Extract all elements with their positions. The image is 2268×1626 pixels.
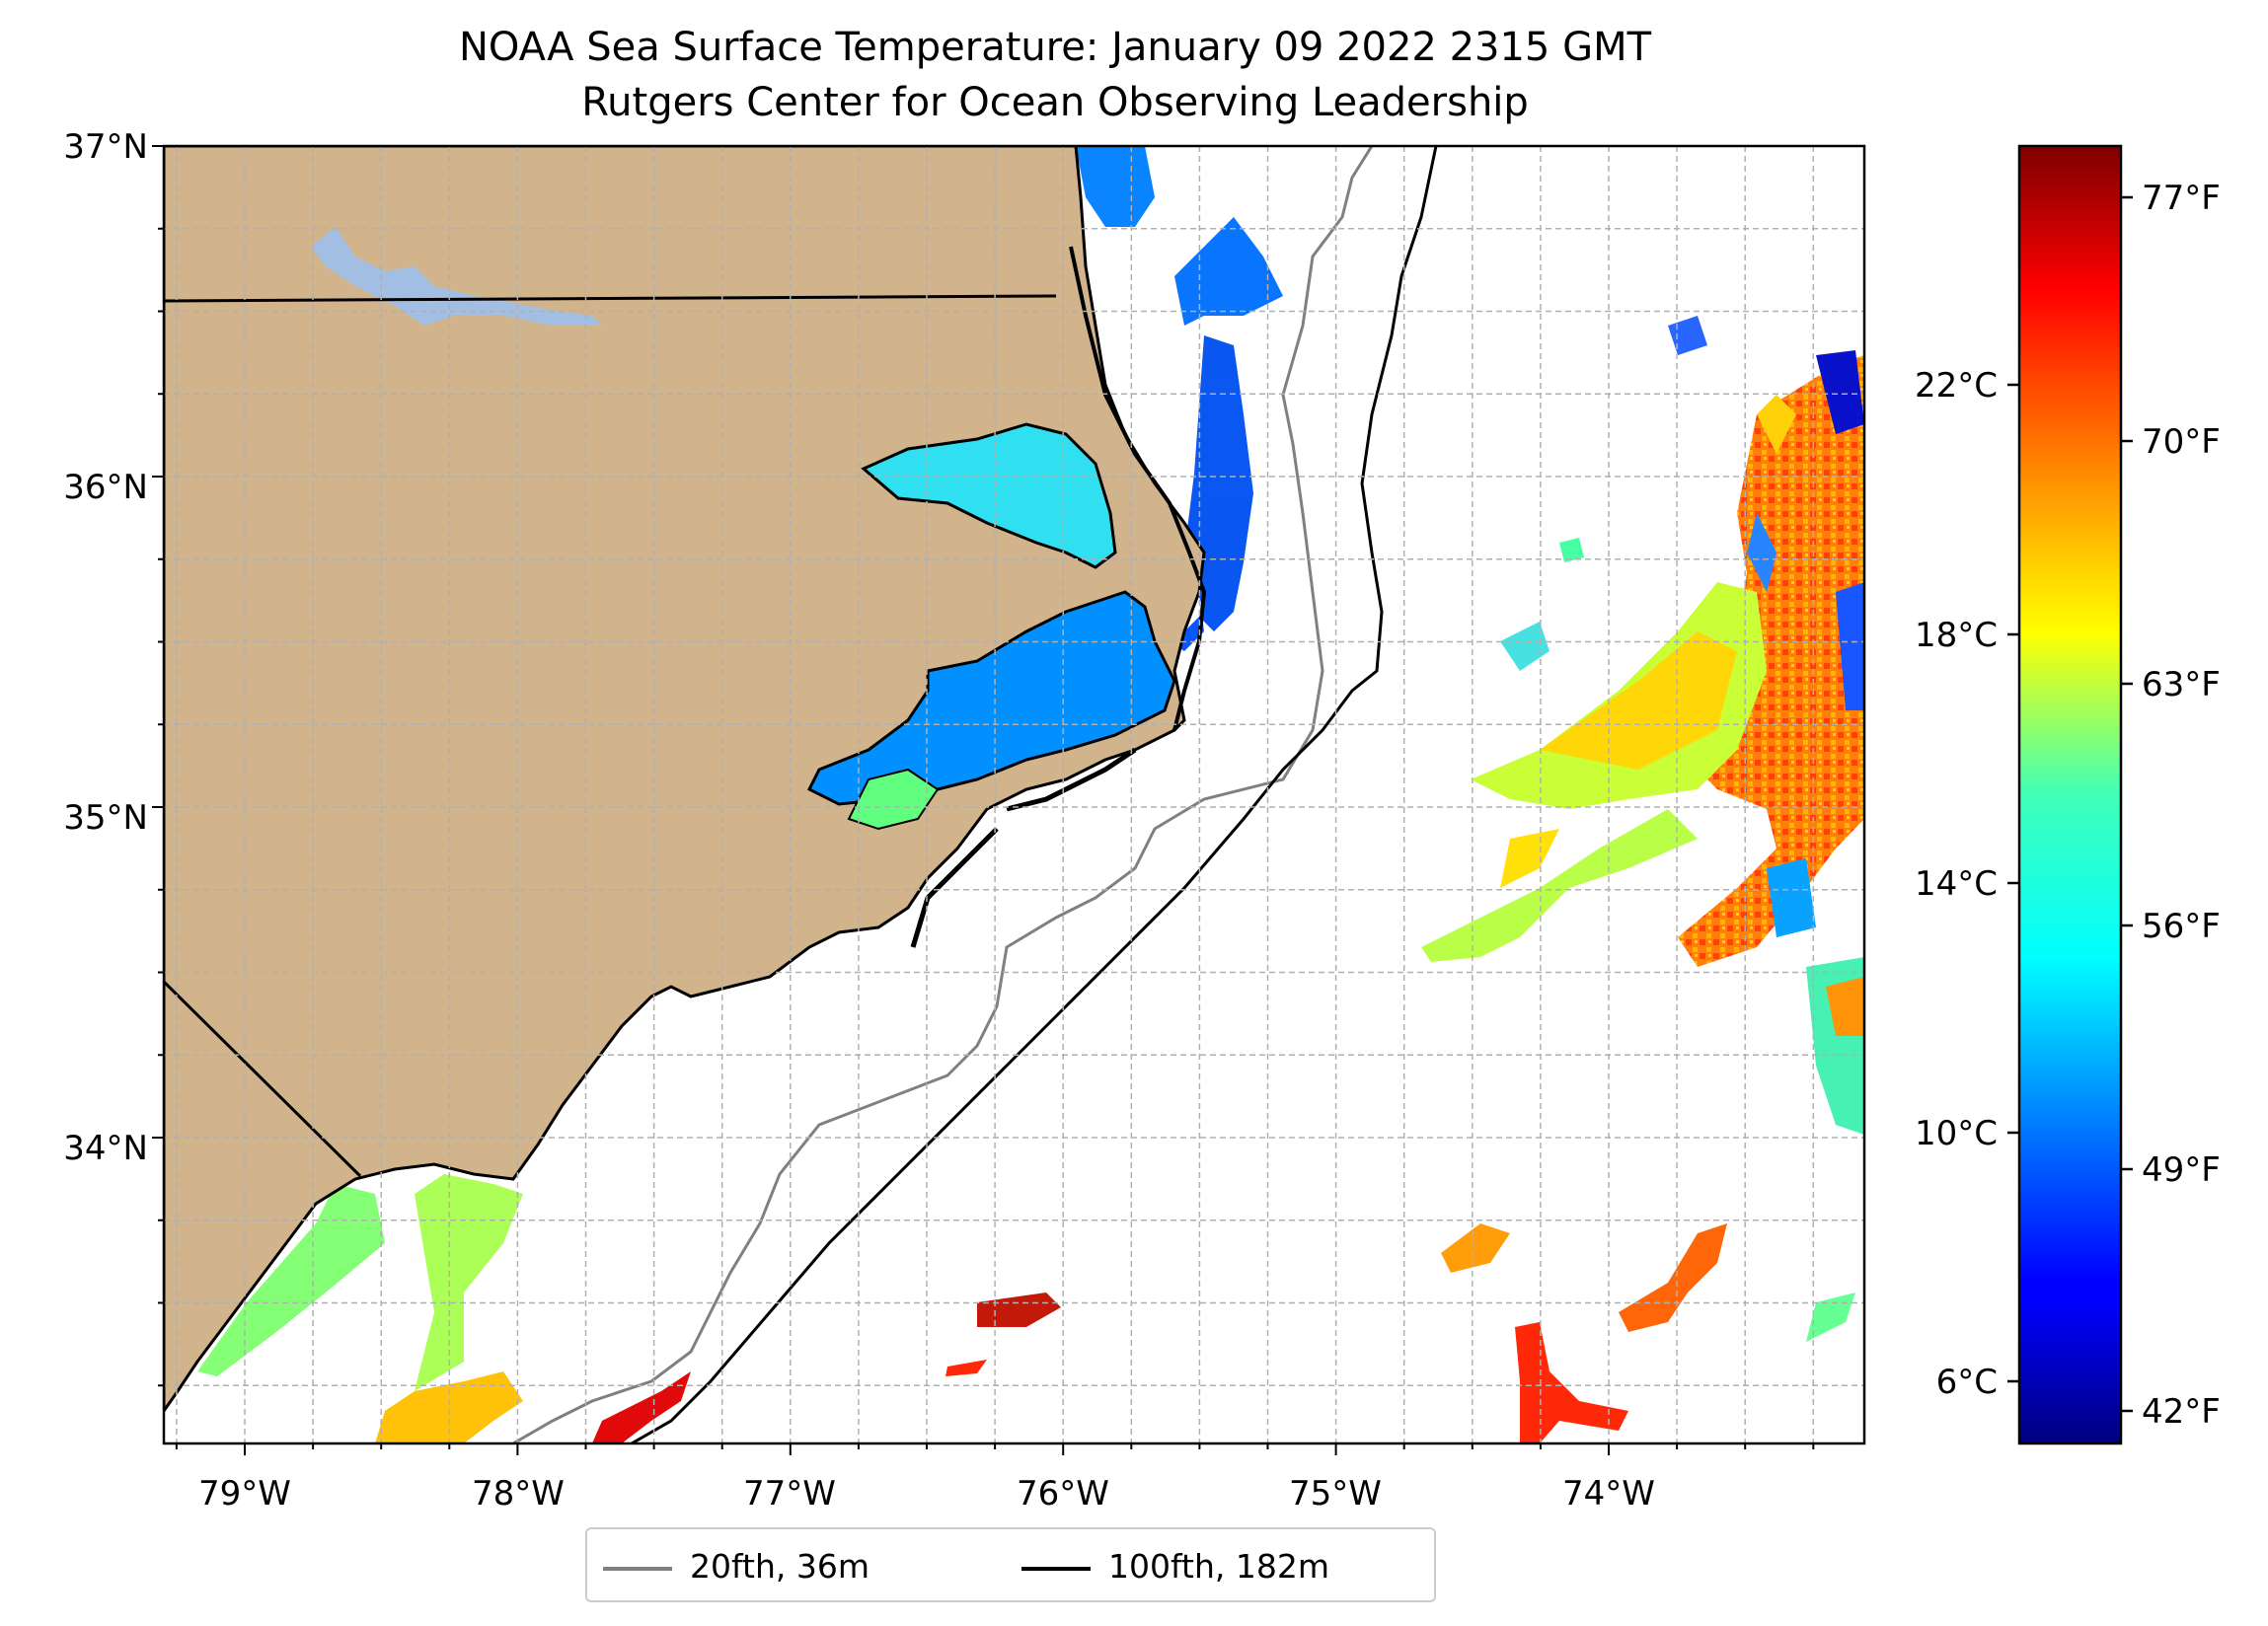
albemarle-sound-water [861,422,1117,569]
warm-patch-3 [1441,1223,1510,1273]
map-frame [162,144,1866,1445]
warm-patch [1757,395,1796,454]
cool-patch [1836,582,1864,710]
cool-patch-4 [1767,858,1816,937]
isobath-legend: 20fth, 36m 100fth, 182m [585,1527,1436,1602]
lat-label-36n: 36°N [63,468,148,507]
pamlico-sound-water [806,590,1176,806]
warm-patch-6 [977,1293,1061,1327]
legend-label-100fth: 100fth, 182m [1108,1547,1329,1586]
nc-va-border [164,294,1057,303]
cool-patch-2 [1747,513,1777,592]
lon-label-78w: 78°W [472,1474,565,1514]
legend-swatch-20fth [603,1567,672,1571]
colorbar-fahrenheit-label: 42°F [2142,1392,2221,1432]
lon-label-74w: 74°W [1562,1474,1655,1514]
kerr-lake [311,227,602,326]
legend-label-20fth: 20fth, 36m [690,1547,869,1586]
mid-temp-patch-2 [1540,631,1737,770]
lon-label-79w: 79°W [198,1474,291,1514]
colorbar-gradient [2017,144,2123,1445]
legend-swatch-100fth [1021,1567,1091,1571]
small-patch-2 [1559,538,1584,562]
coastal-plume [197,1184,385,1376]
warm-patch-7 [945,1360,987,1376]
colorbar: 22°C 18°C 14°C 10°C 6°C 77°F 70°F 63°F 5… [1915,144,2221,1445]
cool-patch-6 [1668,316,1707,355]
mid-temp-patch-4 [1500,829,1559,888]
colorbar-fahrenheit-label: 77°F [2142,179,2221,218]
map-axes: 37°N 36°N 35°N 34°N 79°W 78°W 77°W 76°W … [63,127,1866,1514]
lon-label-75w: 75°W [1289,1474,1382,1514]
isobath-100fth [631,146,1438,1443]
axis-ticks [152,145,1815,1455]
warm-plume [375,1371,523,1443]
map-title: NOAA Sea Surface Temperature: January 09… [458,25,1652,70]
map-subtitle: Rutgers Center for Ocean Observing Leade… [581,80,1529,125]
north-coastal-patch [1076,146,1155,227]
warm-patch-2 [1826,977,1864,1036]
mid-temp-plume [415,1174,523,1391]
warm-patch-4 [1619,1223,1727,1332]
outer-banks [1069,246,1207,731]
cold-patch [1816,350,1864,434]
colorbar-celsius-label: 18°C [1915,616,1998,655]
colorbar-celsius-label: 10°C [1915,1114,1998,1153]
neuse-river-water [847,768,940,831]
lon-label-76w: 76°W [1017,1474,1109,1514]
gridlines [164,146,1864,1443]
colorbar-celsius-label: 14°C [1915,864,1998,904]
nc-sc-border [164,980,362,1178]
mid-temp-patch-3 [1421,809,1698,962]
colorbar-celsius-label: 6°C [1936,1363,1998,1402]
lat-label-35n: 35°N [63,798,148,838]
colorbar-celsius-label: 22°C [1915,366,1998,406]
cape-lookout-banks [910,827,999,948]
colorbar-fahrenheit-label: 70°F [2142,422,2221,462]
warm-plume-2 [592,1371,691,1443]
colorbar-fahrenheit-label: 56°F [2142,907,2221,946]
lat-label-37n: 37°N [63,127,148,167]
lon-label-77w: 77°W [743,1474,836,1514]
offshore-cold-patch [1174,217,1283,326]
small-patch [1500,622,1550,671]
colorbar-fahrenheit-label: 49°F [2142,1150,2221,1190]
warm-gulf-stream-patch [1678,355,1864,967]
cool-patch-5 [1806,1293,1855,1342]
warm-patch-5 [1515,1322,1628,1443]
outer-banks-south [1006,747,1137,812]
lat-label-34n: 34°N [63,1129,148,1168]
colorbar-fahrenheit-label: 63°F [2142,665,2221,704]
